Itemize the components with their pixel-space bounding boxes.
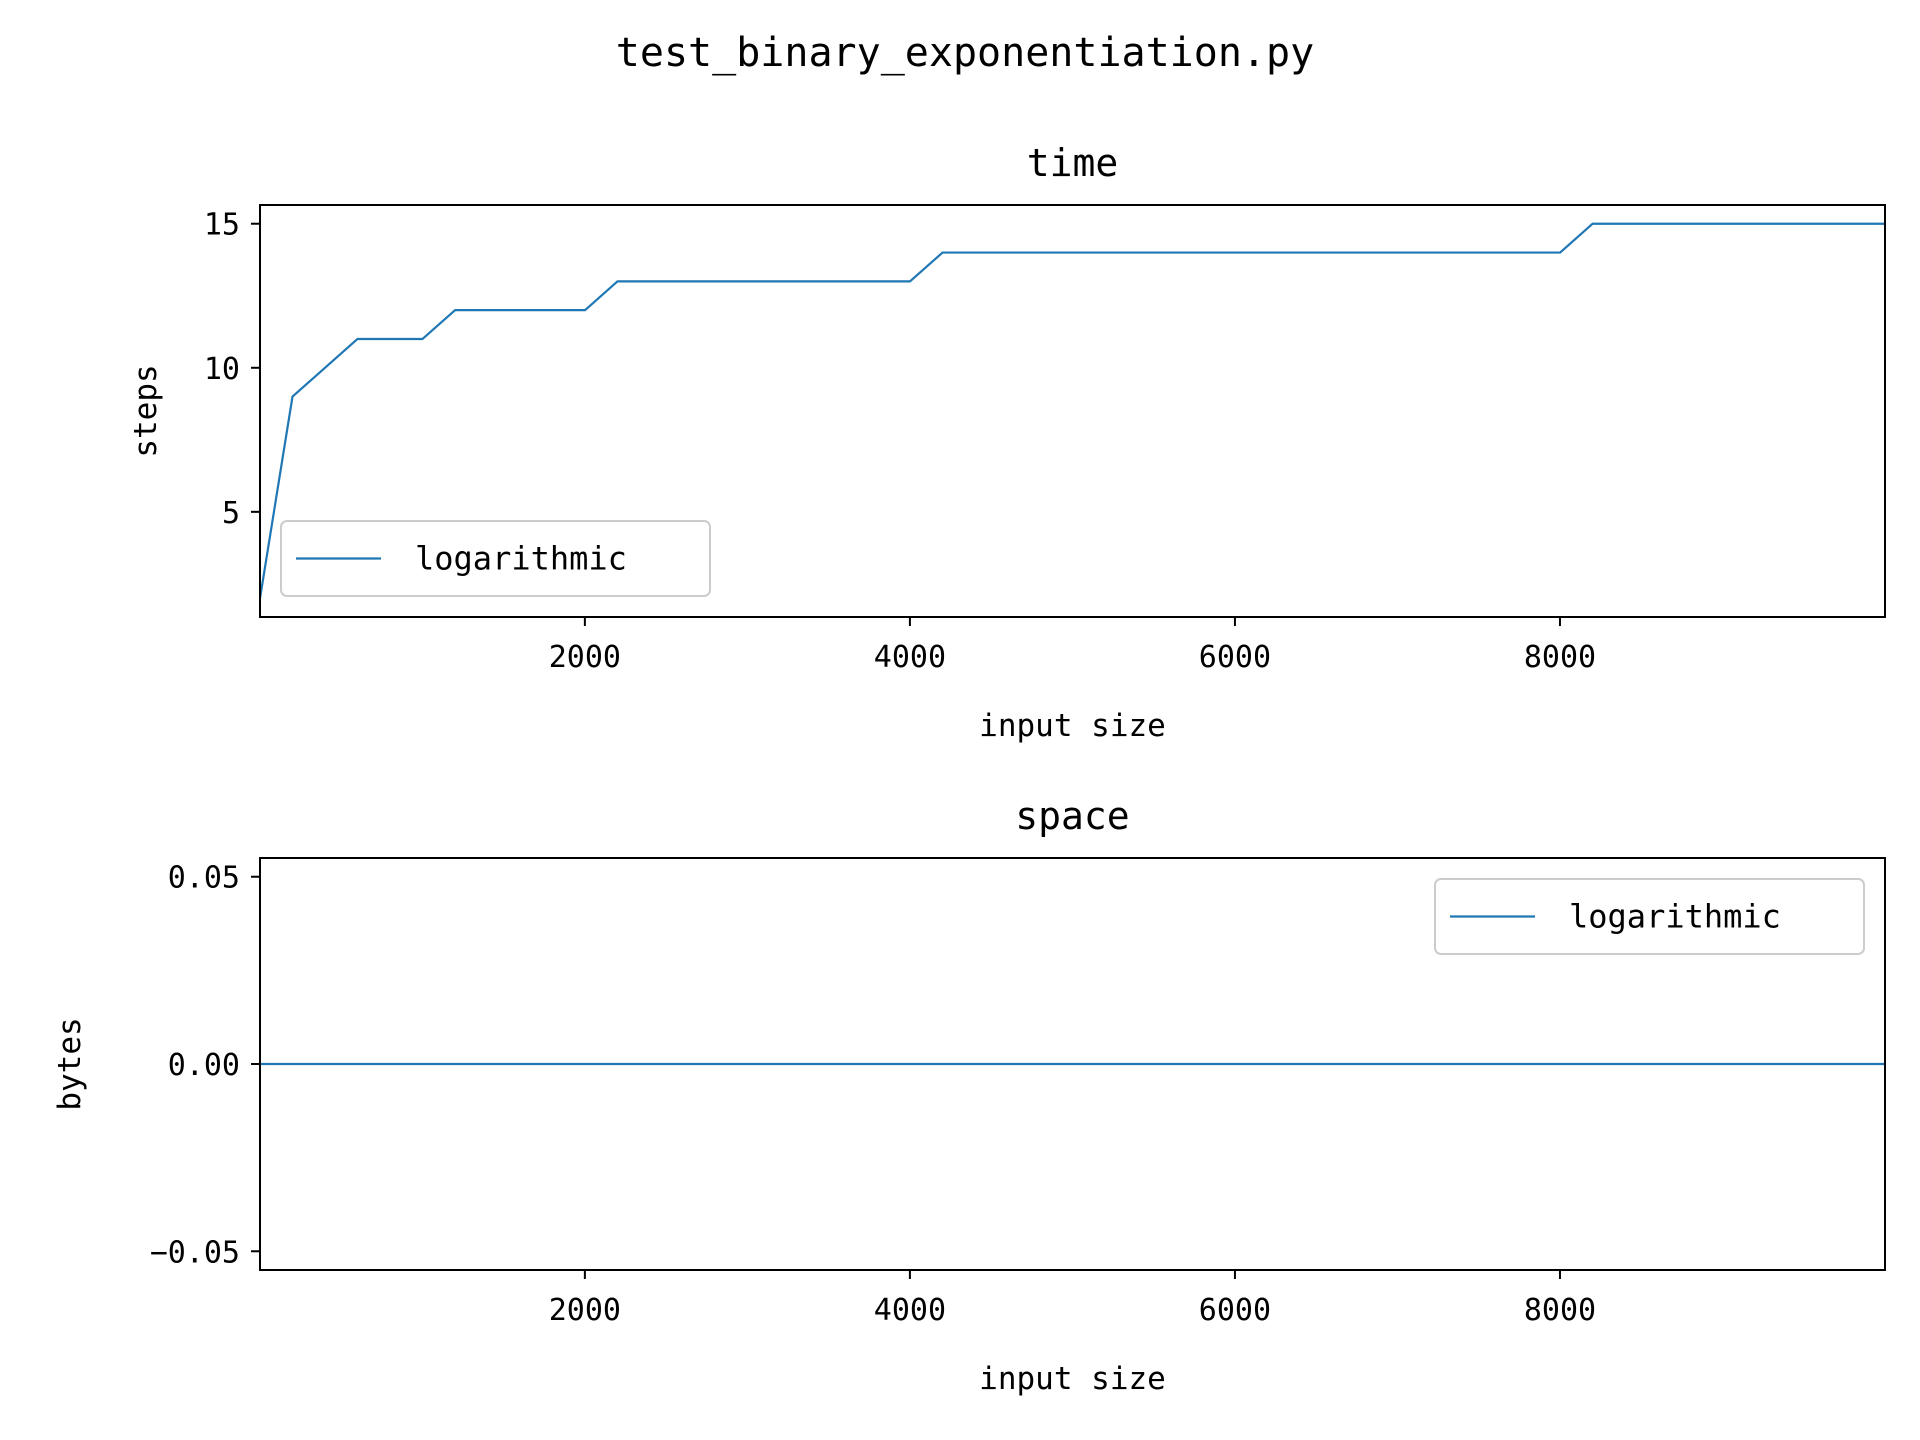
x-tick-label: 2000 xyxy=(549,640,621,675)
x-axis-label: input size xyxy=(979,1361,1166,1397)
legend: logarithmic xyxy=(280,520,711,597)
legend-label: logarithmic xyxy=(415,540,627,578)
series-line-logarithmic xyxy=(258,222,1885,599)
y-tick-label: 5 xyxy=(222,496,240,531)
y-axis-label: steps xyxy=(128,364,164,457)
y-tick-label: 0.00 xyxy=(168,1048,240,1083)
legend: logarithmic xyxy=(1434,878,1865,955)
y-tick-label: 0.05 xyxy=(168,861,240,896)
x-tick-label: 4000 xyxy=(874,1293,946,1328)
y-tick-label: −0.05 xyxy=(150,1235,240,1270)
x-tick-label: 6000 xyxy=(1199,1293,1271,1328)
subplot-time: time 2000 4000 6000 8000 5 10 15 input size steps… xyxy=(128,141,1886,744)
y-tick-label: 15 xyxy=(204,208,240,243)
legend-box xyxy=(280,520,711,597)
axes-frame xyxy=(259,204,1886,618)
y-tick-label: 10 xyxy=(204,352,240,387)
y-axis-label: bytes xyxy=(52,1017,88,1110)
subplot-space: space 2000 4000 6000 8000 −0.05 0.00 0.05 input … xyxy=(52,794,1886,1397)
legend-label: logarithmic xyxy=(1569,898,1781,936)
x-tick-label: 6000 xyxy=(1199,640,1271,675)
legend-box xyxy=(1434,878,1865,955)
x-tick-label: 2000 xyxy=(549,1293,621,1328)
x-tick-label: 8000 xyxy=(1524,640,1596,675)
subplot-title: time xyxy=(1027,141,1119,185)
x-tick-label: 8000 xyxy=(1524,1293,1596,1328)
x-axis-label: input size xyxy=(979,708,1166,744)
subplot-title: space xyxy=(1015,794,1129,838)
x-tick-label: 4000 xyxy=(874,640,946,675)
figure-title: test_binary_exponentiation.py xyxy=(616,30,1314,76)
